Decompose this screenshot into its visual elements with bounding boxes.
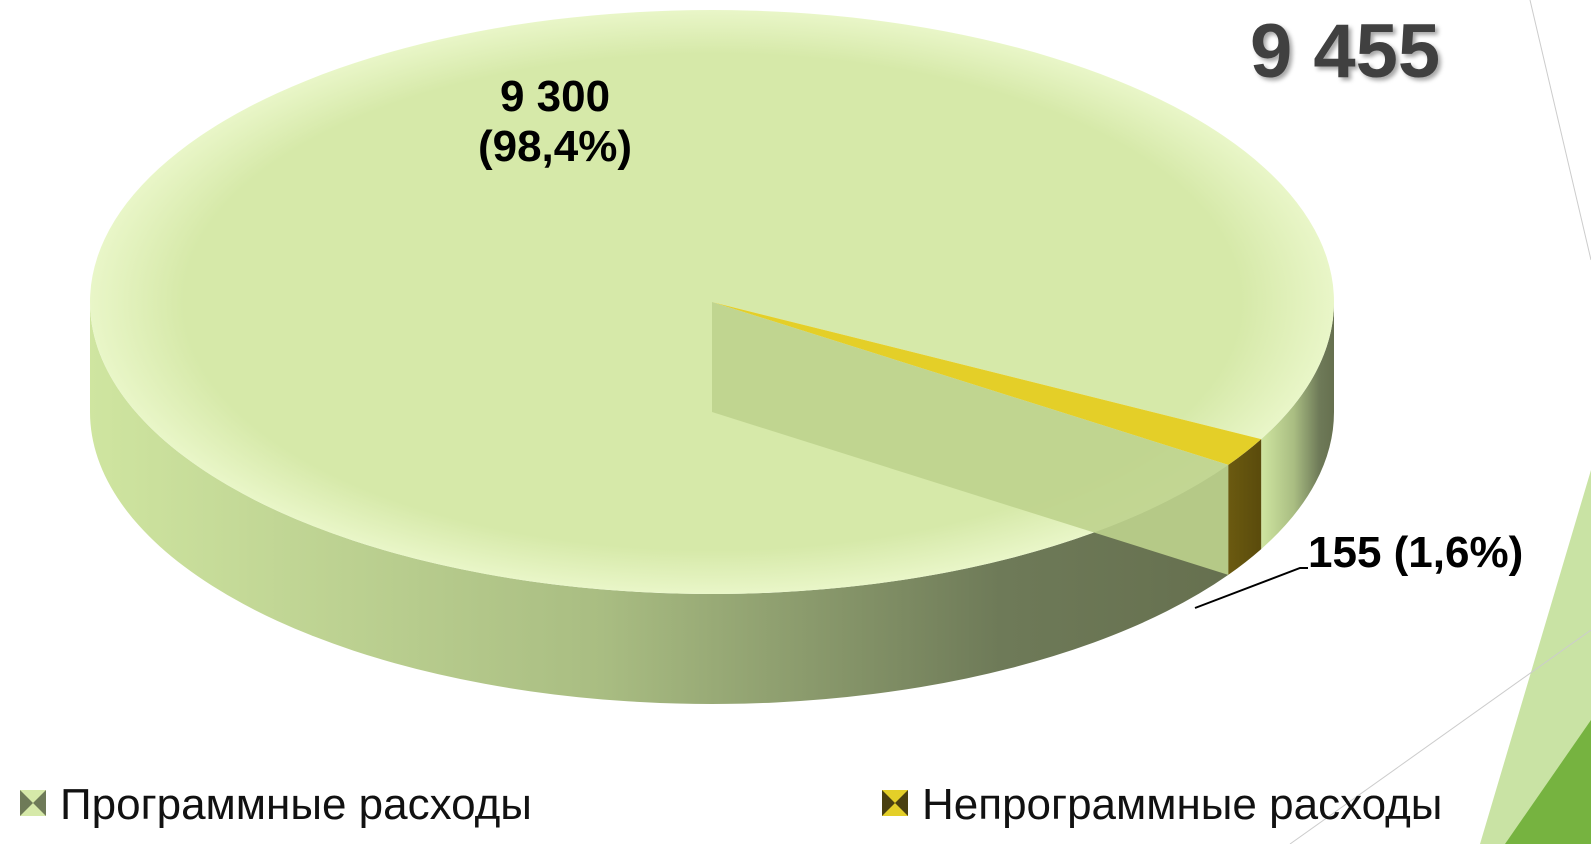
- total-annotation: 9 455: [1250, 9, 1441, 94]
- legend-marker-shade: [20, 790, 46, 816]
- legend: [20, 790, 908, 816]
- slice-cut: [712, 302, 1229, 575]
- leader-line: [1194, 567, 1308, 609]
- legend-marker-shade: [882, 790, 908, 816]
- decor: [1529, 0, 1591, 261]
- slice-side: [1228, 439, 1262, 575]
- pie: [89, 10, 1334, 705]
- decor: [1289, 629, 1591, 844]
- decor: [1480, 470, 1591, 844]
- data-label: 155 (1,6%): [1308, 528, 1524, 577]
- slice-side: [90, 302, 1229, 705]
- slice-side: [1261, 302, 1334, 550]
- data-label: 9 300 (98,4%): [477, 72, 633, 171]
- slice: [712, 302, 1262, 465]
- decor: [1505, 720, 1591, 844]
- legend-label: Непрограммные расходы: [922, 780, 1443, 829]
- legend-label: Программные расходы: [60, 780, 532, 829]
